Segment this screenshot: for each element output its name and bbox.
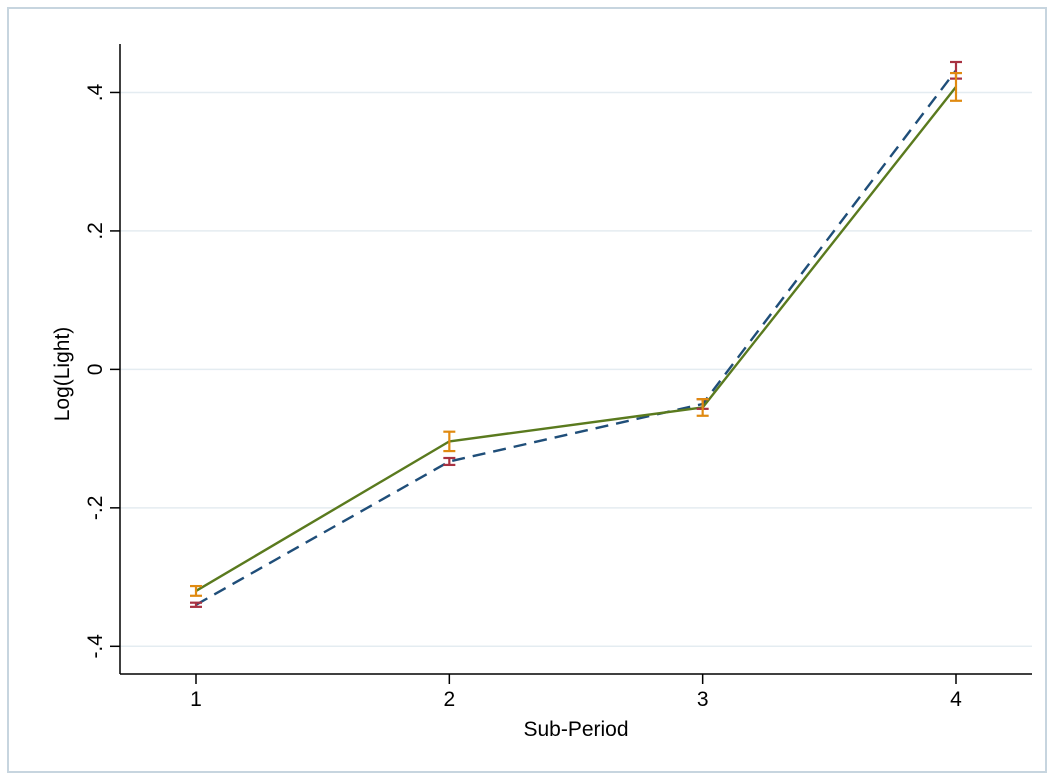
grid xyxy=(120,91,1032,648)
y-tick-label-3: .2 xyxy=(84,222,107,240)
x-tick-label-1: 2 xyxy=(443,688,455,711)
y-tick-label-1: -.2 xyxy=(84,496,107,521)
series-line-0 xyxy=(195,69,957,606)
series-layer xyxy=(195,69,957,606)
x-tick-label-3: 4 xyxy=(950,688,962,711)
axes: -.4 -.2 0 .2 .4 1 2 3 4 xyxy=(84,44,1032,711)
y-axis-title: Log(Light) xyxy=(51,327,74,422)
ci-layer xyxy=(190,60,962,608)
y-tick-label-0: -.4 xyxy=(84,634,107,659)
x-axis-title: Sub-Period xyxy=(523,718,628,741)
outer-frame xyxy=(7,7,1047,773)
x-tick-label-2: 3 xyxy=(697,688,709,711)
y-tick-label-4: .4 xyxy=(84,83,107,101)
x-tick-label-0: 1 xyxy=(190,688,202,711)
series-line-1 xyxy=(195,86,957,592)
y-tick-label-2: 0 xyxy=(84,364,107,376)
